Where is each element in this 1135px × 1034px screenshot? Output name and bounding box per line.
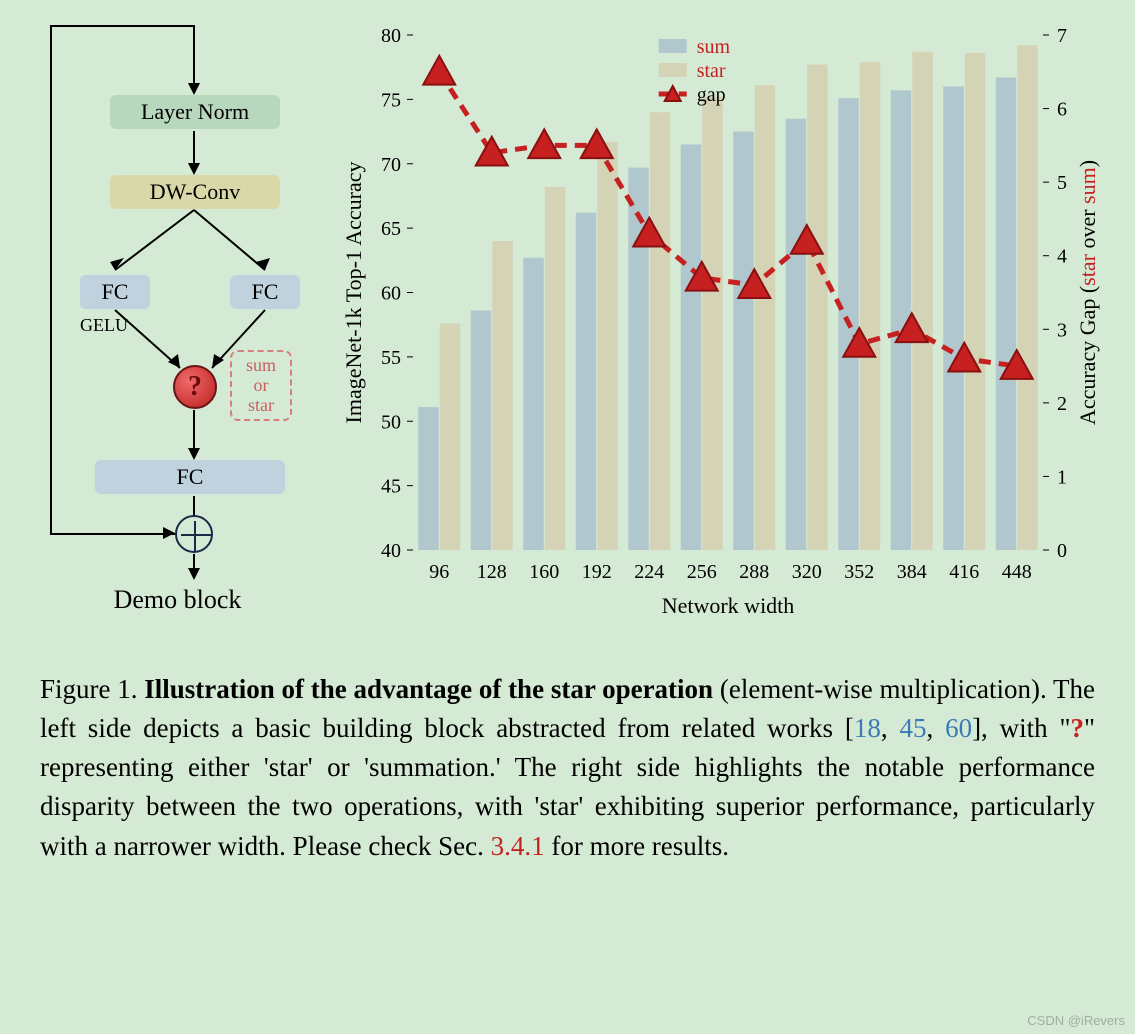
svg-text:6: 6 bbox=[1057, 99, 1067, 121]
svg-text:55: 55 bbox=[381, 347, 401, 369]
arrow-segment bbox=[193, 496, 195, 516]
svg-text:192: 192 bbox=[582, 561, 612, 583]
svg-text:4: 4 bbox=[1057, 246, 1067, 268]
svg-text:320: 320 bbox=[792, 561, 822, 583]
svg-text:3: 3 bbox=[1057, 319, 1067, 341]
bar-sum bbox=[733, 132, 753, 550]
bar-sum bbox=[576, 213, 596, 550]
svg-text:Accuracy Gap (star over sum): Accuracy Gap (star over sum) bbox=[1075, 160, 1100, 425]
gap-marker bbox=[423, 56, 455, 85]
bar-star bbox=[755, 85, 775, 550]
svg-text:ImageNet-1k Top-1 Accuracy: ImageNet-1k Top-1 Accuracy bbox=[341, 162, 366, 424]
caption-title: Illustration of the advantage of the sta… bbox=[144, 674, 713, 704]
bar-star bbox=[807, 65, 827, 550]
svg-text:Network width: Network width bbox=[662, 593, 795, 618]
svg-text:288: 288 bbox=[739, 561, 769, 583]
bar-sum bbox=[418, 407, 438, 550]
svg-text:448: 448 bbox=[1002, 561, 1032, 583]
arrow-head bbox=[188, 83, 200, 95]
svg-text:60: 60 bbox=[381, 283, 401, 305]
residual-add-icon bbox=[175, 515, 213, 553]
svg-text:star: star bbox=[697, 60, 726, 82]
sum-or-star-box: sum or star bbox=[230, 350, 292, 421]
arrow-head bbox=[188, 568, 200, 580]
figure-caption: Figure 1. Illustration of the advantage … bbox=[0, 640, 1135, 886]
svg-text:0: 0 bbox=[1057, 540, 1067, 562]
demo-block-label: Demo block bbox=[20, 585, 335, 615]
ref-18: 18 bbox=[854, 713, 881, 743]
svg-text:5: 5 bbox=[1057, 172, 1067, 194]
svg-text:sum: sum bbox=[697, 36, 731, 58]
refsep: , bbox=[881, 713, 900, 743]
fc2-box: FC bbox=[230, 275, 300, 309]
bar-sum bbox=[681, 144, 701, 550]
layer-norm-box: Layer Norm bbox=[110, 95, 280, 129]
caption-qmark: ? bbox=[1071, 713, 1085, 743]
chart-svg: 4045505560657075800123456796128160192224… bbox=[335, 10, 1115, 640]
ref-60: 60 bbox=[945, 713, 972, 743]
svg-text:384: 384 bbox=[897, 561, 927, 583]
sumstar-text: sum or star bbox=[246, 355, 276, 415]
skip-line-top bbox=[50, 25, 195, 27]
arrow-head bbox=[163, 527, 175, 539]
chart-panel: 4045505560657075800123456796128160192224… bbox=[335, 10, 1115, 640]
ref-45: 45 bbox=[899, 713, 926, 743]
bar-sum bbox=[471, 311, 491, 550]
bar-star bbox=[702, 97, 722, 550]
question-circle: ? bbox=[173, 365, 217, 409]
svg-text:7: 7 bbox=[1057, 25, 1067, 47]
bar-star bbox=[965, 53, 985, 550]
svg-text:65: 65 bbox=[381, 218, 401, 240]
svg-text:2: 2 bbox=[1057, 393, 1067, 415]
svg-text:45: 45 bbox=[381, 476, 401, 498]
refsep: , bbox=[926, 713, 945, 743]
gelu-label: GELU bbox=[80, 315, 128, 336]
svg-text:70: 70 bbox=[381, 154, 401, 176]
svg-text:1: 1 bbox=[1057, 466, 1067, 488]
svg-text:256: 256 bbox=[687, 561, 717, 583]
bar-star bbox=[650, 112, 670, 550]
svg-text:352: 352 bbox=[844, 561, 874, 583]
svg-text:75: 75 bbox=[381, 89, 401, 111]
bar-sum bbox=[523, 258, 543, 550]
caption-fig-prefix: Figure 1. bbox=[40, 674, 144, 704]
dw-conv-box: DW-Conv bbox=[110, 175, 280, 209]
bar-star bbox=[440, 323, 460, 550]
bar-star bbox=[545, 187, 565, 550]
bar-star bbox=[597, 142, 617, 550]
skip-line-bottom bbox=[50, 533, 175, 535]
skip-line-left bbox=[50, 25, 52, 535]
figure-row: Layer Norm DW-Conv FC FC GELU ? sum or s… bbox=[0, 0, 1135, 640]
bar-star bbox=[860, 62, 880, 550]
watermark: CSDN @iRevers bbox=[1027, 1013, 1125, 1028]
bar-sum bbox=[943, 87, 963, 551]
fc1-box: FC bbox=[80, 275, 150, 309]
svg-text:50: 50 bbox=[381, 411, 401, 433]
svg-text:40: 40 bbox=[381, 540, 401, 562]
fc3-box: FC bbox=[95, 460, 285, 494]
caption-p4: for more results. bbox=[545, 831, 729, 861]
bar-sum bbox=[786, 119, 806, 550]
svg-text:80: 80 bbox=[381, 25, 401, 47]
arrow-head bbox=[188, 448, 200, 460]
bar-star bbox=[912, 52, 932, 550]
svg-text:224: 224 bbox=[634, 561, 664, 583]
bar-star bbox=[1017, 45, 1037, 550]
bar-sum bbox=[996, 77, 1016, 550]
caption-p2: ], with " bbox=[972, 713, 1070, 743]
svg-text:160: 160 bbox=[529, 561, 559, 583]
svg-text:96: 96 bbox=[429, 561, 449, 583]
caption-sec: 3.4.1 bbox=[491, 831, 545, 861]
svg-text:128: 128 bbox=[477, 561, 507, 583]
arrow-head bbox=[188, 163, 200, 175]
diagram-panel: Layer Norm DW-Conv FC FC GELU ? sum or s… bbox=[20, 10, 335, 640]
svg-text:416: 416 bbox=[949, 561, 979, 583]
svg-text:gap: gap bbox=[697, 84, 726, 106]
bar-star bbox=[492, 241, 512, 550]
